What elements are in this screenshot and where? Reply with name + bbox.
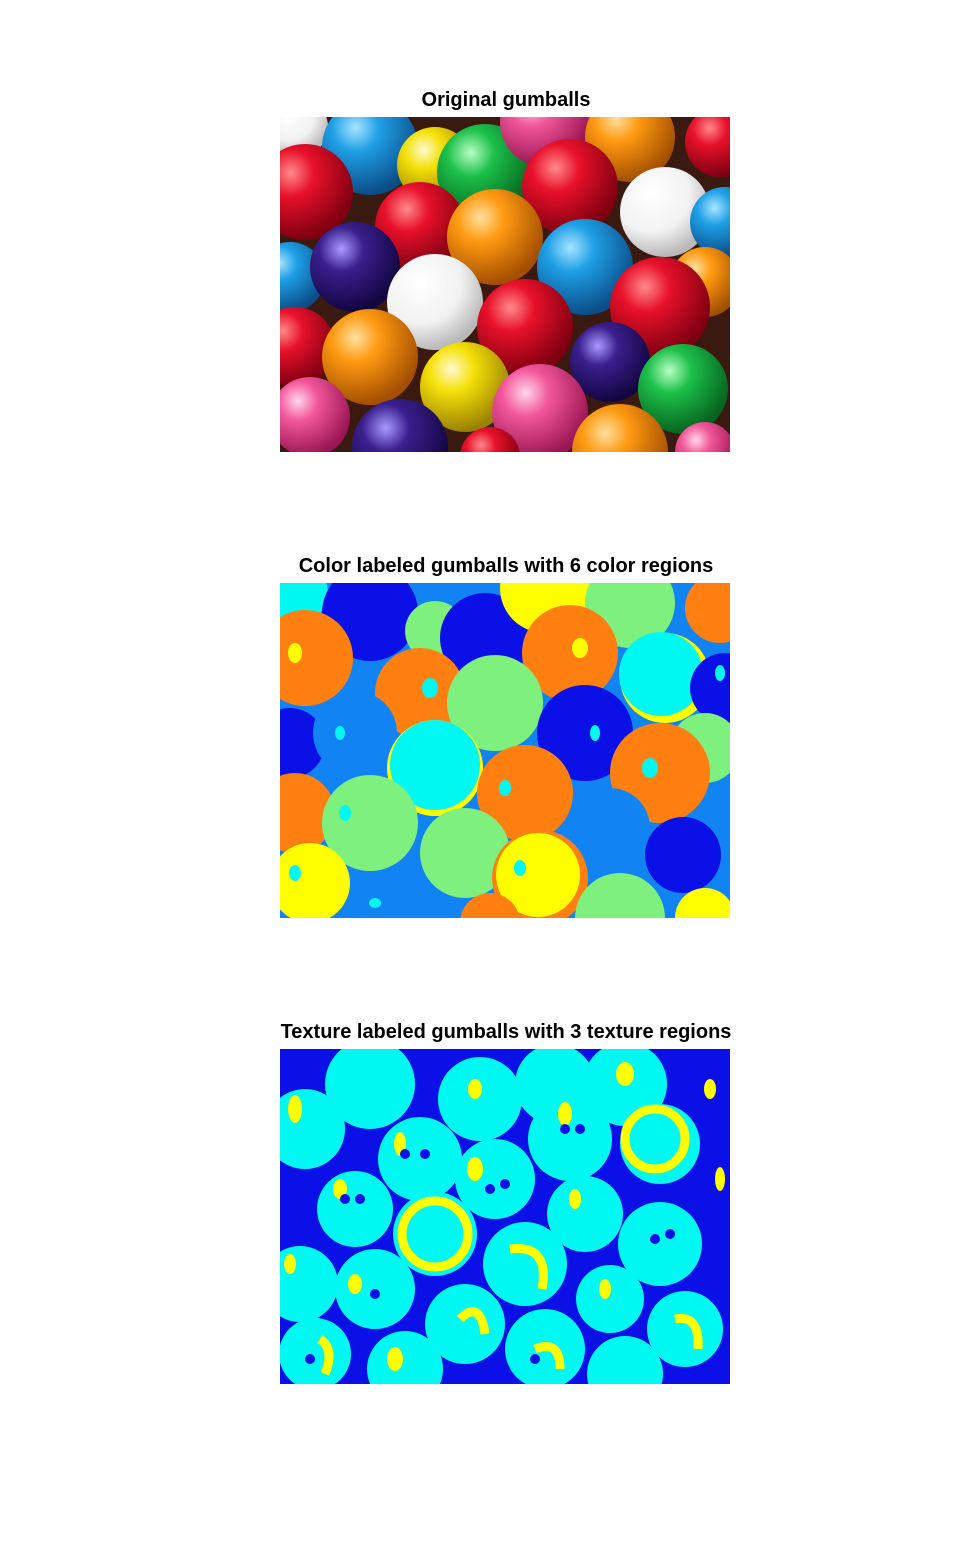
color-labeled-image [280,583,730,918]
texture-labeled-image [280,1049,730,1384]
panel-texture-title: Texture labeled gumballs with 3 texture … [280,1021,732,1043]
original-gumballs-image [280,117,730,452]
panel-color-title: Color labeled gumballs with 6 color regi… [298,555,714,577]
panel-original-title: Original gumballs [421,89,591,111]
